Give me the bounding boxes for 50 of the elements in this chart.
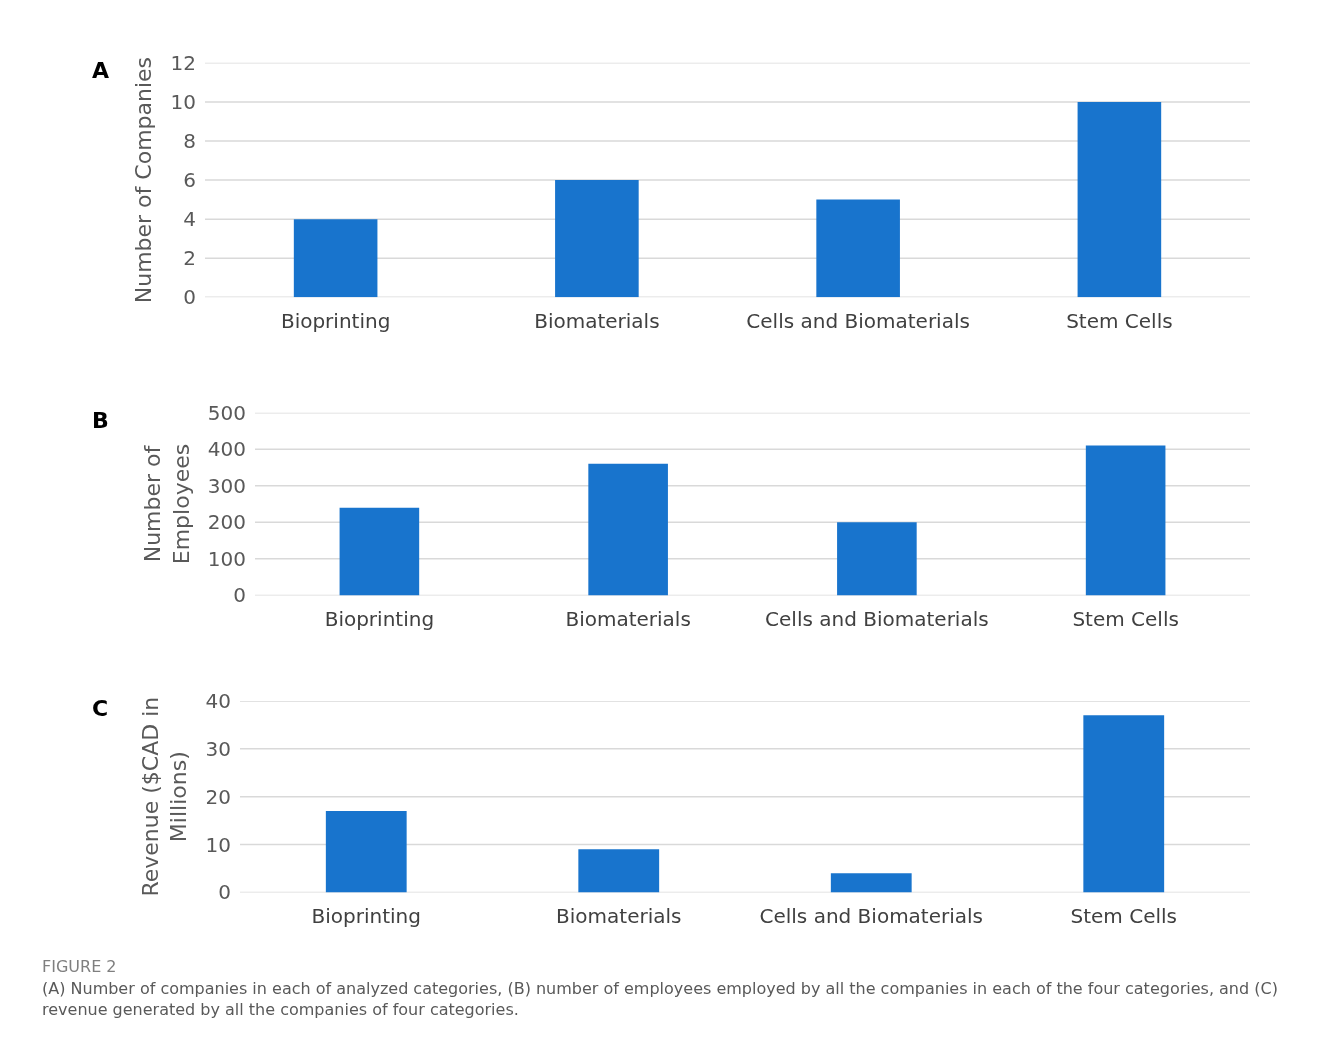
y-axis-title: Revenue ($CAD in Millions) xyxy=(137,696,192,897)
y-axis-title: Number of Companies xyxy=(131,56,157,304)
y-tick-label: 4 xyxy=(183,207,196,232)
y-tick-label: 10 xyxy=(170,89,196,114)
x-tick-label: Stem Cells xyxy=(1070,904,1177,929)
caption: FIGURE 2 xyxy=(42,957,117,976)
y-tick-label: 2 xyxy=(183,246,196,271)
y-axis-title: Number of Employees xyxy=(140,443,194,565)
y-tick-label: 30 xyxy=(205,736,231,761)
bar xyxy=(325,811,407,893)
x-tick-label: Biomaterials xyxy=(565,607,691,632)
bar xyxy=(588,463,668,596)
x-tick-label: Bioprinting xyxy=(324,607,435,632)
y-tick-label: 0 xyxy=(218,880,231,905)
bar xyxy=(578,849,660,893)
x-tick-label: Bioprinting xyxy=(280,309,391,334)
bar xyxy=(837,522,917,596)
y-tick-label: 100 xyxy=(207,546,246,571)
y-tick-label: 0 xyxy=(233,583,246,608)
y-tick-label: 500 xyxy=(207,400,246,425)
y-tick-label: 300 xyxy=(207,473,246,498)
y-tick-label: 0 xyxy=(183,285,196,310)
chart-title: A xyxy=(92,58,110,83)
y-tick-label: 400 xyxy=(207,437,246,462)
x-tick-label: Bioprinting xyxy=(311,904,421,929)
x-tick-label: Cells and Biomaterials xyxy=(759,904,984,929)
text: (A) Number of companies in each of analyzed categories, (B) number of employees employed by all the companies in each of the four categories, and (C) revenue generated by all the companies of four categories. xyxy=(42,979,1278,1019)
y-tick-label: 200 xyxy=(207,510,246,535)
y-tick-label: 40 xyxy=(205,688,231,713)
y-tick-label: 8 xyxy=(183,128,196,153)
bar xyxy=(1077,101,1162,298)
y-tick-label: 10 xyxy=(205,832,231,857)
x-tick-label: Biomaterials xyxy=(556,904,682,929)
bar xyxy=(555,180,639,298)
x-tick-label: Cells and Biomaterials xyxy=(765,607,989,632)
x-tick-label: Stem Cells xyxy=(1072,607,1179,632)
x-tick-label: Cells and Biomaterials xyxy=(746,309,970,334)
bar xyxy=(293,219,378,298)
x-tick-label: Stem Cells xyxy=(1066,309,1173,334)
bar xyxy=(830,873,912,893)
bar xyxy=(339,507,420,596)
y-tick-label: 12 xyxy=(170,50,196,75)
y-tick-label: 6 xyxy=(183,168,196,193)
y-tick-label: 20 xyxy=(205,784,231,809)
bar xyxy=(1083,715,1165,893)
bar xyxy=(816,199,900,298)
chart-title: B xyxy=(92,408,109,433)
x-tick-label: Biomaterials xyxy=(534,309,660,334)
bar xyxy=(1085,445,1166,596)
chart-title: C xyxy=(92,696,109,721)
